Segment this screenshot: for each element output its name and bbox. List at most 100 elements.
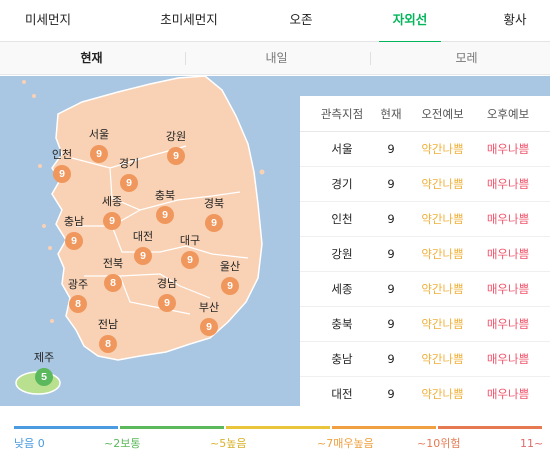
uv-index-badge: 9	[53, 165, 71, 183]
legend-bar-low	[14, 426, 118, 429]
region-gyeongnam[interactable]: 경남 9	[139, 278, 195, 312]
station-name: 충북	[331, 317, 353, 331]
current-value: 9	[387, 212, 395, 226]
subtab-divider	[370, 52, 371, 65]
am-forecast: 약간나쁨	[421, 282, 464, 296]
island-dot	[42, 224, 46, 228]
uv-index-badge: 9	[156, 206, 174, 224]
legend-label-very-high: ~7매우높음	[317, 437, 374, 450]
region-name: 대구	[179, 235, 201, 247]
uv-index-badge: 9	[200, 318, 218, 336]
tab-today[interactable]: 현재	[80, 51, 103, 65]
pm-forecast: 매우나쁨	[486, 247, 530, 261]
region-gyeongbuk[interactable]: 경북 9	[186, 198, 242, 232]
uv-index-badge: 9	[120, 174, 138, 192]
tab-day-after[interactable]: 모레	[455, 51, 478, 65]
region-name: 전북	[102, 258, 124, 270]
region-gangwon[interactable]: 강원 9	[148, 131, 204, 165]
uv-index-badge: 9	[221, 277, 239, 295]
uv-index-badge: 9	[134, 247, 152, 265]
region-name: 서울	[88, 129, 110, 141]
uv-index-badge: 8	[104, 274, 122, 292]
current-value: 9	[387, 352, 395, 366]
legend-bar-high	[226, 426, 330, 429]
region-name: 인천	[51, 149, 73, 161]
uv-index-badge: 9	[181, 251, 199, 269]
region-name: 광주	[67, 279, 89, 291]
region-name: 강원	[165, 131, 187, 143]
uv-index-badge: 9	[103, 212, 121, 230]
am-forecast: 약간나쁨	[421, 247, 464, 261]
header-pm-forecast: 오후예보	[486, 107, 530, 121]
pm-forecast: 매우나쁨	[486, 212, 530, 226]
region-name: 경기	[118, 158, 140, 170]
station-name: 인천	[331, 212, 353, 226]
uv-index-badge: 9	[65, 232, 83, 250]
am-forecast: 약간나쁨	[421, 212, 464, 226]
am-forecast: 약간나쁨	[421, 177, 464, 191]
island-dot	[48, 246, 52, 250]
legend-label-extreme: 11~	[520, 437, 544, 450]
tab-ultrafine-dust[interactable]: 초미세먼지	[160, 12, 218, 27]
uv-index-badge: 5	[35, 368, 53, 386]
uv-index-badge: 9	[167, 147, 185, 165]
station-name: 강원	[331, 247, 353, 261]
tab-ozone[interactable]: 오존	[289, 12, 313, 27]
legend-label-danger: ~10위험	[417, 437, 461, 450]
day-tabs: 현재 내일 모레	[0, 42, 550, 75]
region-name: 충북	[154, 190, 176, 202]
region-name: 대전	[132, 231, 154, 243]
am-forecast: 약간나쁨	[421, 352, 464, 366]
station-name: 대전	[331, 387, 353, 401]
legend-label-low: 낮음 0	[14, 437, 45, 450]
pm-forecast: 매우나쁨	[486, 282, 530, 296]
region-jeonnam[interactable]: 전남 8	[80, 319, 136, 353]
ulleung-island	[259, 169, 265, 175]
table-row: 경기 9 약간나쁨 매우나쁨	[300, 167, 550, 202]
region-daegu[interactable]: 대구 9	[162, 235, 218, 269]
region-chungnam[interactable]: 충남 9	[46, 216, 102, 250]
am-forecast: 약간나쁨	[421, 142, 464, 156]
uv-legend: 낮음 0 ~2보통 ~5높음 ~7매우높음 ~10위험 11~	[0, 420, 550, 459]
region-busan[interactable]: 부산 9	[181, 302, 237, 336]
region-jeonbuk[interactable]: 전북 8	[85, 258, 141, 292]
region-ulsan[interactable]: 울산 9	[202, 261, 258, 295]
region-daejeon[interactable]: 대전 9	[115, 231, 171, 265]
tab-fine-dust[interactable]: 미세먼지	[24, 12, 71, 27]
header-station: 관측지점	[320, 107, 364, 121]
region-name: 세종	[101, 196, 123, 208]
legend-label-high: ~5높음	[210, 437, 247, 450]
region-seoul[interactable]: 서울 9	[71, 129, 127, 163]
pm-forecast: 매우나쁨	[486, 177, 530, 191]
current-value: 9	[387, 177, 395, 191]
region-name: 제주	[33, 352, 55, 364]
region-chungbuk[interactable]: 충북 9	[137, 190, 193, 224]
region-jeju[interactable]: 제주 5	[16, 352, 72, 386]
current-value: 9	[387, 317, 395, 331]
region-incheon[interactable]: 인천 9	[34, 149, 90, 183]
table-row: 충북 9 약간나쁨 매우나쁨	[300, 307, 550, 342]
observation-table: 관측지점 현재 오전예보 오후예보 서울 9 약간나쁨 매우나쁨 경기 9 약간…	[300, 96, 550, 406]
uv-index-badge: 9	[205, 214, 223, 232]
tab-yellow-dust[interactable]: 황사	[503, 12, 527, 27]
region-gwangju[interactable]: 광주 8	[50, 279, 106, 313]
uv-index-badge: 9	[158, 294, 176, 312]
header-current: 현재	[380, 107, 402, 121]
uv-index-badge: 8	[99, 335, 117, 353]
table-row: 세종 9 약간나쁨 매우나쁨	[300, 272, 550, 307]
region-sejong[interactable]: 세종 9	[84, 196, 140, 230]
table-row: 강원 9 약간나쁨 매우나쁨	[300, 237, 550, 272]
current-value: 9	[387, 387, 395, 401]
pm-forecast: 매우나쁨	[486, 352, 530, 366]
station-name: 세종	[331, 282, 353, 296]
tab-uv[interactable]: 자외선	[379, 0, 441, 43]
pm-forecast: 매우나쁨	[486, 387, 530, 401]
region-name: 충남	[63, 216, 85, 228]
region-gyeonggi[interactable]: 경기 9	[101, 158, 157, 192]
pm-forecast: 매우나쁨	[486, 142, 530, 156]
table-row: 충남 9 약간나쁨 매우나쁨	[300, 342, 550, 377]
tab-tomorrow[interactable]: 내일	[265, 51, 288, 65]
table-row: 서울 9 약간나쁨 매우나쁨	[300, 132, 550, 167]
current-value: 9	[387, 282, 395, 296]
am-forecast: 약간나쁨	[421, 317, 464, 331]
